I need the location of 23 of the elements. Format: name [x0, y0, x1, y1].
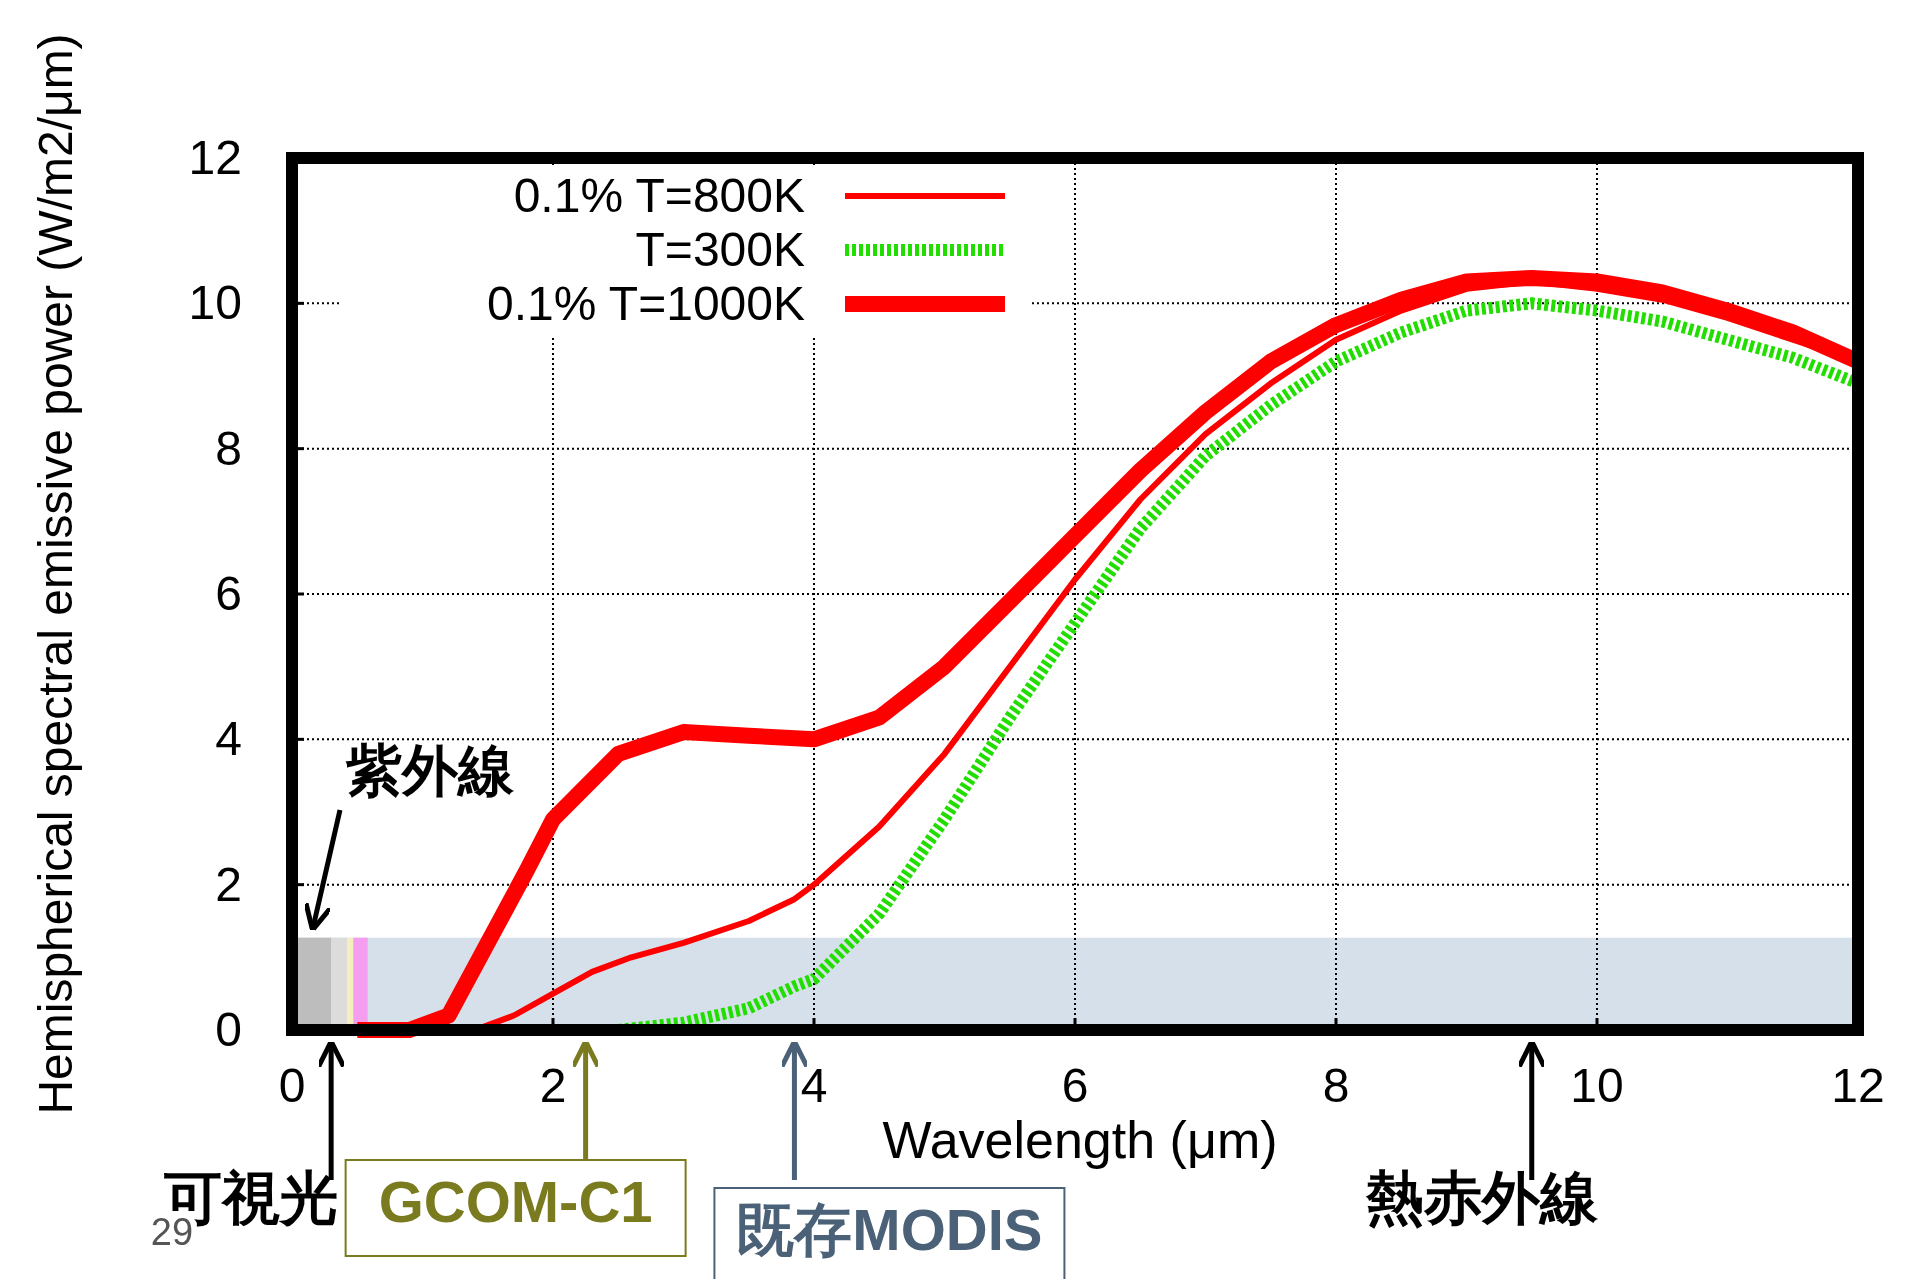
x-tick-label: 0	[278, 1059, 306, 1112]
legend-label: 0.1% T=800K	[513, 169, 805, 222]
annotation: GCOM-C1	[378, 1169, 653, 1234]
legend-label: 0.1% T=1000K	[486, 277, 805, 330]
x-tick-label: 2	[539, 1059, 567, 1112]
y-tick-label: 2	[215, 857, 242, 911]
x-tick-label: 4	[800, 1059, 828, 1112]
y-tick-label: 4	[215, 712, 242, 766]
y-tick-label: 8	[215, 421, 242, 475]
x-tick-label: 8	[1322, 1059, 1350, 1112]
y-tick-label: 12	[188, 131, 242, 184]
x-axis-title: Wavelength (μm)	[882, 1111, 1278, 1169]
y-tick-label: 0	[215, 1003, 242, 1056]
y-tick-label: 6	[215, 567, 242, 620]
annotation: 紫外線	[303, 739, 514, 933]
annotation: 既存MODIS	[736, 1197, 1043, 1262]
x-tick-label: 12	[1831, 1059, 1885, 1112]
legend-label: T=300K	[635, 223, 805, 276]
y-axis-title: Hemispherical spectral emissive power (W/m2/μm)	[29, 33, 82, 1115]
y-tick-label: 10	[188, 276, 242, 330]
x-tick-label: 10	[1570, 1059, 1624, 1112]
x-tick-label: 6	[1061, 1059, 1089, 1112]
annotation: 紫外線	[345, 739, 515, 802]
